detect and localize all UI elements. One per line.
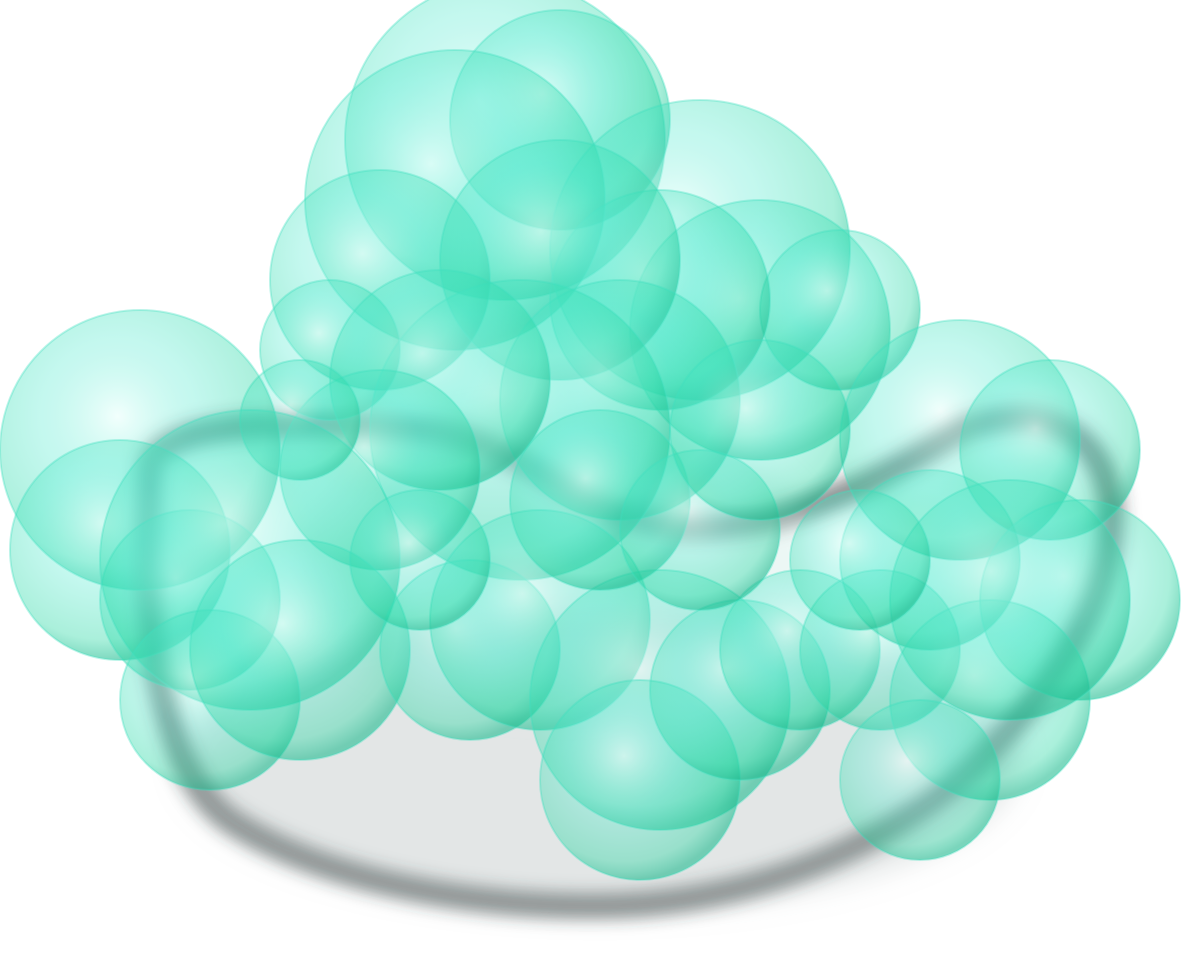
atom-sphere [789, 489, 931, 631]
atom-sphere [669, 339, 851, 521]
atom-sphere [349, 489, 491, 631]
atom-sphere [889, 479, 1131, 721]
atom-sphere [839, 699, 1001, 861]
sphere-cluster [0, 0, 1181, 881]
